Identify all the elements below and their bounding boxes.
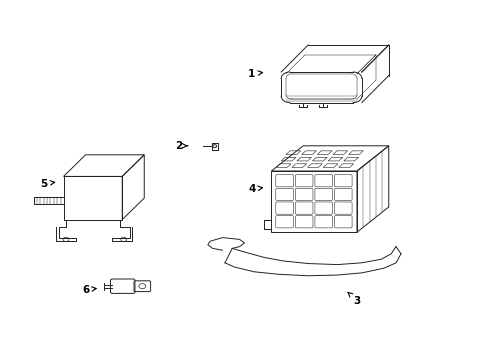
Text: 5: 5	[41, 179, 55, 189]
Text: 3: 3	[347, 292, 360, 306]
Text: 4: 4	[247, 184, 262, 194]
Text: 1: 1	[248, 69, 262, 79]
Text: 6: 6	[82, 285, 96, 295]
Text: 2: 2	[175, 141, 187, 151]
